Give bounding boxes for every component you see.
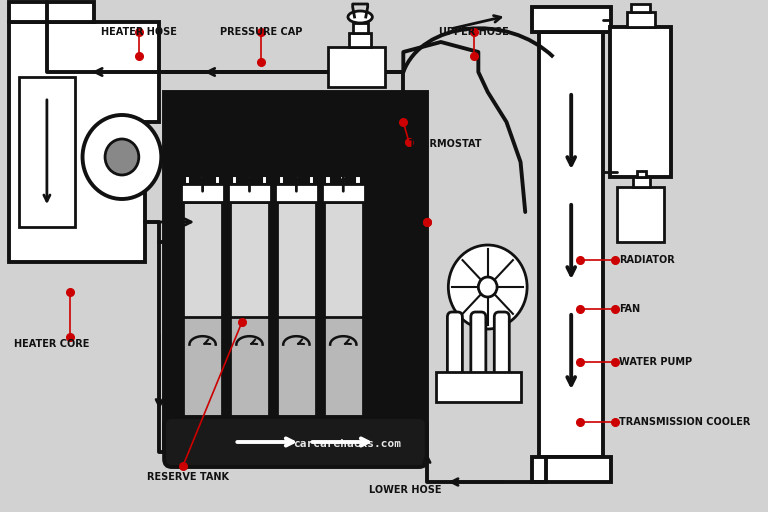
Text: PRESSURE CAP: PRESSURE CAP bbox=[220, 27, 302, 37]
Bar bbox=[228, 184, 271, 202]
Bar bbox=[631, 4, 650, 12]
Bar bbox=[617, 187, 664, 242]
Bar bbox=[356, 176, 361, 184]
Bar bbox=[293, 176, 300, 184]
Bar bbox=[340, 176, 346, 184]
Bar bbox=[633, 177, 650, 187]
Bar bbox=[230, 202, 269, 317]
Text: HEATER HOSE: HEATER HOSE bbox=[101, 27, 177, 37]
Bar bbox=[637, 171, 646, 177]
FancyBboxPatch shape bbox=[495, 312, 509, 382]
Bar bbox=[353, 23, 368, 33]
Polygon shape bbox=[9, 22, 160, 262]
Bar bbox=[183, 202, 222, 432]
Bar bbox=[247, 176, 253, 184]
Bar bbox=[215, 176, 220, 184]
FancyBboxPatch shape bbox=[471, 312, 486, 382]
Bar bbox=[531, 7, 611, 32]
Polygon shape bbox=[164, 92, 427, 452]
FancyBboxPatch shape bbox=[448, 312, 462, 382]
Bar bbox=[181, 184, 224, 202]
Circle shape bbox=[478, 277, 497, 297]
Bar bbox=[539, 32, 603, 457]
Text: LOWER HOSE: LOWER HOSE bbox=[369, 485, 442, 495]
Bar bbox=[610, 27, 670, 177]
Polygon shape bbox=[9, 2, 94, 22]
Bar bbox=[323, 202, 363, 432]
Bar bbox=[183, 202, 222, 317]
Bar bbox=[275, 184, 318, 202]
FancyBboxPatch shape bbox=[164, 417, 427, 467]
Circle shape bbox=[82, 115, 161, 199]
Bar bbox=[185, 176, 190, 184]
Bar bbox=[18, 77, 75, 227]
Text: THERMOSTAT: THERMOSTAT bbox=[409, 139, 482, 149]
Text: TRANSMISSION COOLER: TRANSMISSION COOLER bbox=[619, 417, 750, 427]
Bar bbox=[200, 176, 205, 184]
Text: HEATER CORE: HEATER CORE bbox=[14, 339, 89, 349]
Bar bbox=[309, 176, 314, 184]
Bar bbox=[531, 457, 611, 482]
Ellipse shape bbox=[348, 11, 372, 23]
Bar bbox=[436, 372, 521, 402]
Bar bbox=[322, 184, 365, 202]
Bar bbox=[328, 47, 385, 87]
Text: WATER PUMP: WATER PUMP bbox=[619, 357, 692, 367]
Circle shape bbox=[449, 245, 527, 329]
Bar bbox=[627, 12, 654, 27]
Bar bbox=[349, 33, 372, 47]
Text: UPPER HOSE: UPPER HOSE bbox=[439, 27, 508, 37]
Text: FAN: FAN bbox=[619, 304, 641, 314]
Bar bbox=[262, 176, 267, 184]
Bar bbox=[276, 202, 316, 432]
Bar bbox=[232, 176, 237, 184]
Bar bbox=[326, 176, 331, 184]
Circle shape bbox=[105, 139, 139, 175]
Text: RADIATOR: RADIATOR bbox=[619, 255, 675, 265]
Text: RESERVE TANK: RESERVE TANK bbox=[147, 472, 229, 482]
Text: carcarehacks.com: carcarehacks.com bbox=[293, 439, 401, 449]
Bar bbox=[323, 202, 363, 317]
Bar bbox=[276, 202, 316, 317]
Bar bbox=[230, 202, 269, 432]
Bar bbox=[279, 176, 284, 184]
